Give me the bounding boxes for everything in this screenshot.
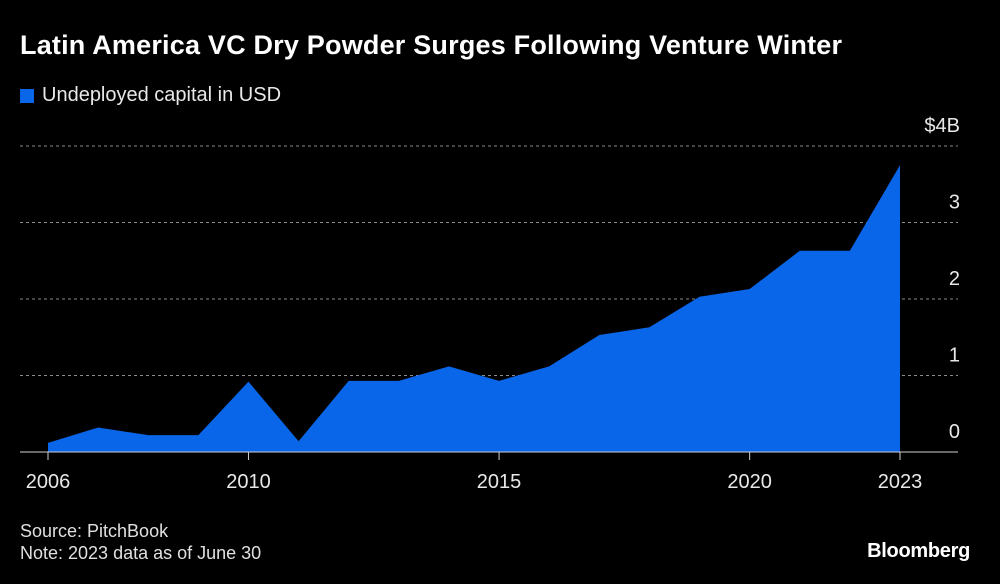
- y-tick-label: 3: [949, 192, 960, 214]
- chart-title: Latin America VC Dry Powder Surges Follo…: [20, 30, 843, 60]
- y-tick-label: 1: [949, 345, 960, 367]
- source-text: Source: PitchBook: [20, 521, 169, 541]
- y-axis: 0 1 2 3 $4B: [924, 115, 960, 443]
- gridlines: [20, 145, 958, 376]
- legend: Undeployed capital in USD: [20, 84, 281, 107]
- x-tick-label: 2015: [477, 471, 522, 493]
- series-area: [48, 165, 900, 452]
- footer: Source: PitchBook Note: 2023 data as of …: [20, 520, 261, 564]
- x-tick-label: 2006: [26, 471, 71, 493]
- y-tick-label: 0: [949, 421, 960, 443]
- legend-swatch: [20, 88, 34, 103]
- x-axis: [20, 451, 958, 460]
- x-tick-label: 2010: [226, 471, 271, 493]
- x-tick-label: 2020: [727, 471, 772, 493]
- y-tick-label: 2: [949, 268, 960, 290]
- bloomberg-logo: Bloomberg: [867, 540, 970, 562]
- x-tick-labels: 2006 2010 2015 2020 2023: [26, 471, 923, 493]
- x-tick-label: 2023: [878, 471, 923, 493]
- y-tick-label: $4B: [924, 115, 960, 137]
- data-area: [48, 165, 900, 452]
- legend-label: Undeployed capital in USD: [42, 84, 282, 106]
- note-text: Note: 2023 data as of June 30: [20, 543, 262, 563]
